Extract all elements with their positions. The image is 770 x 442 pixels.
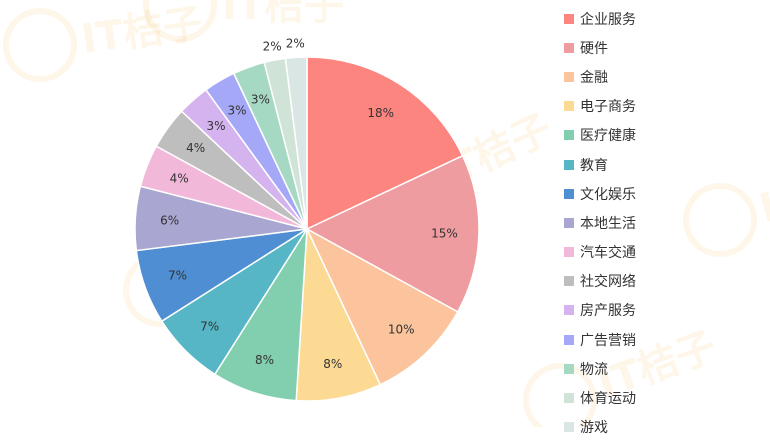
legend-swatch — [564, 101, 574, 112]
legend-swatch — [564, 334, 574, 345]
slice-data-label: 18% — [367, 106, 394, 120]
legend-swatch — [564, 42, 574, 53]
legend-item: 社交网络 — [564, 267, 764, 296]
slice-data-label: 8% — [323, 357, 342, 371]
legend-swatch — [564, 217, 574, 228]
legend-item: 本地生活 — [564, 208, 764, 237]
legend-label: 文化娱乐 — [580, 186, 636, 203]
legend-swatch — [564, 188, 574, 199]
legend-item: 游戏 — [564, 413, 764, 442]
legend-item: 文化娱乐 — [564, 179, 764, 208]
legend-swatch — [564, 422, 574, 433]
pie-slice — [284, 56, 308, 230]
legend-label: 电子商务 — [580, 99, 636, 116]
legend-item: 房产服务 — [564, 296, 764, 325]
legend-swatch — [564, 13, 574, 24]
pie-slice — [305, 227, 459, 386]
legend-swatch — [564, 363, 574, 374]
pie-slice — [306, 56, 464, 231]
legend-item: 硬件 — [564, 33, 764, 62]
slice-data-label: 3% — [206, 119, 225, 133]
legend-label: 金融 — [580, 69, 608, 86]
legend-label: 企业服务 — [580, 11, 636, 28]
legend-item: 金融 — [564, 62, 764, 91]
slice-data-label: 10% — [388, 322, 415, 336]
legend-swatch — [564, 247, 574, 258]
legend-label: 硬件 — [580, 40, 608, 57]
legend-label: 教育 — [580, 157, 608, 174]
slice-data-label: 6% — [160, 213, 179, 227]
legend-label: 物流 — [580, 361, 608, 378]
legend-item: 体育运动 — [564, 383, 764, 412]
legend-label: 医疗健康 — [580, 128, 636, 145]
legend-label: 游戏 — [580, 420, 608, 437]
slice-data-label: 2% — [263, 39, 282, 53]
legend-label: 社交网络 — [580, 274, 636, 291]
slice-data-label: 7% — [168, 269, 187, 283]
slice-data-label: 7% — [200, 319, 219, 333]
legend-swatch — [564, 130, 574, 141]
legend-item: 电子商务 — [564, 92, 764, 121]
legend-label: 体育运动 — [580, 391, 636, 408]
legend-swatch — [564, 305, 574, 316]
pie-plot: 18%15%10%8%8%7%7%6%4%4%3%3%3%2% 2% — [134, 36, 480, 402]
legend-item: 医疗健康 — [564, 121, 764, 150]
legend-label: 房产服务 — [580, 303, 636, 320]
legend-label: 本地生活 — [580, 215, 636, 232]
chart-legend: 企业服务硬件金融电子商务医疗健康教育文化娱乐本地生活汽车交通社交网络房产服务广告… — [564, 4, 764, 442]
slice-data-label: 8% — [255, 353, 274, 367]
slice-data-label: 4% — [170, 171, 189, 185]
legend-swatch — [564, 159, 574, 170]
legend-label: 汽车交通 — [580, 245, 636, 262]
slice-data-label: 4% — [186, 141, 205, 155]
legend-item: 企业服务 — [564, 4, 764, 33]
pie-chart: IT桔子IT桔子IT桔子IT桔子IT桔子IT桔子 18%15%10%8%8%7%… — [3, 0, 770, 436]
slice-data-label: 3% — [251, 93, 270, 107]
slice-data-label: 15% — [431, 226, 458, 240]
legend-swatch — [564, 393, 574, 404]
legend-label: 广告营销 — [580, 332, 636, 349]
legend-item: 汽车交通 — [564, 238, 764, 267]
legend-item: 物流 — [564, 354, 764, 383]
pie-slice — [305, 154, 480, 313]
slice-data-label: 2% — [286, 36, 305, 50]
slice-data-label: 3% — [227, 104, 246, 118]
legend-item: 教育 — [564, 150, 764, 179]
legend-swatch — [564, 71, 574, 82]
legend-item: 广告营销 — [564, 325, 764, 354]
legend-swatch — [564, 276, 574, 287]
